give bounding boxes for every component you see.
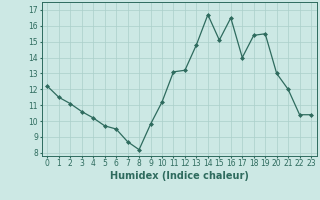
X-axis label: Humidex (Indice chaleur): Humidex (Indice chaleur) <box>110 171 249 181</box>
